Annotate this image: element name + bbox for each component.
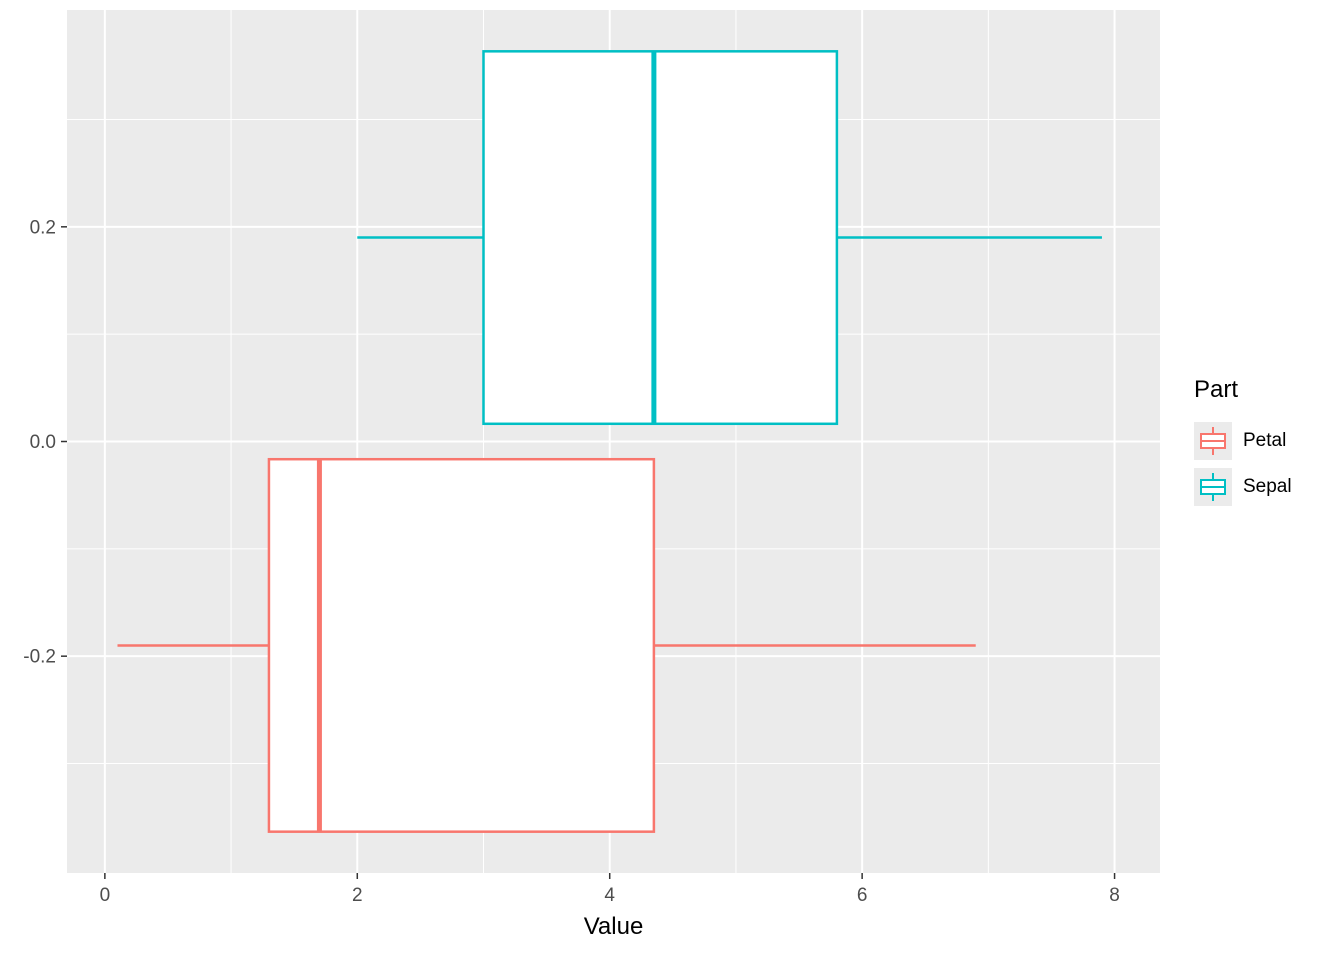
- legend-key-petal: [1194, 422, 1232, 460]
- x-tick-label: 8: [1109, 885, 1120, 906]
- sepal-box: [482, 50, 839, 426]
- sepal-boxplot-glyph: [1200, 473, 1226, 501]
- y-tick-label: -0.2: [23, 647, 56, 668]
- x-axis-title: Value: [583, 913, 644, 940]
- legend-key-sepal: [1194, 468, 1232, 506]
- x-tick-label: 0: [100, 885, 111, 906]
- y-tick-label: 0.2: [30, 217, 56, 238]
- legend-title: Part: [1194, 376, 1239, 403]
- x-tick-label: 6: [857, 885, 868, 906]
- x-tick-label: 2: [352, 885, 363, 906]
- legend-label-petal: Petal: [1243, 430, 1287, 451]
- legend-label-sepal: Sepal: [1243, 476, 1292, 497]
- legend-item-petal: Petal: [1194, 418, 1292, 464]
- petal-box: [267, 457, 656, 833]
- legend: Part Petal Sepal: [1194, 376, 1292, 510]
- petal-boxplot-glyph: [1200, 427, 1226, 455]
- legend-item-sepal: Sepal: [1194, 464, 1292, 510]
- y-tick-label: 0.0: [30, 432, 56, 453]
- x-tick-label: 4: [604, 885, 615, 906]
